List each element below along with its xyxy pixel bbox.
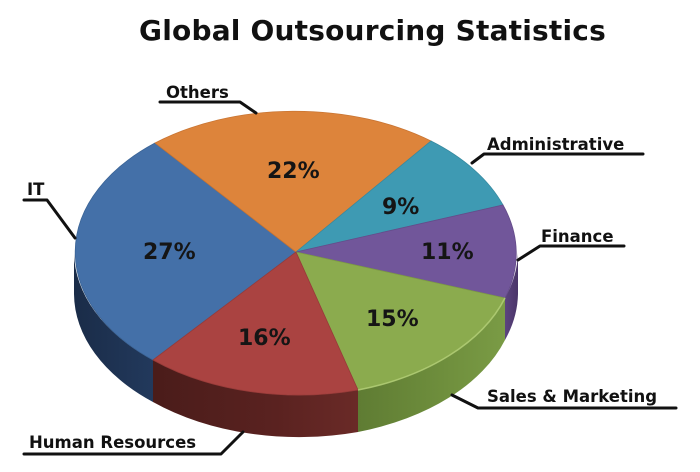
pie-top-face	[74, 110, 517, 396]
leader-line-human-resources	[22, 430, 245, 456]
leader-line-finance	[516, 244, 626, 262]
pct-label-it: 27%	[143, 240, 196, 265]
pct-label-administrative: 9%	[382, 195, 419, 220]
slice-administrative[interactable]	[295, 140, 504, 253]
category-label-it: IT	[27, 180, 45, 199]
chart-title: Global Outsourcing Statistics	[139, 14, 606, 47]
slice-side-it	[74, 252, 153, 402]
leader-line-it	[22, 198, 77, 240]
percentage-labels: 27% 22% 9% 11% 15% 16%	[143, 159, 474, 351]
pct-label-finance: 11%	[421, 240, 474, 265]
category-label-human-resources: Human Resources	[29, 433, 196, 452]
rim-highlight	[357, 297, 506, 391]
category-label-others: Others	[166, 83, 229, 102]
category-label-sales-marketing: Sales & Marketing	[487, 387, 657, 406]
pct-label-others: 22%	[267, 159, 320, 184]
pie-side-walls	[74, 252, 518, 438]
slice-side-sales-marketing	[358, 298, 505, 432]
slice-side-finance	[505, 252, 518, 340]
pct-label-human-resources: 16%	[238, 326, 291, 351]
slice-finance[interactable]	[295, 204, 517, 299]
leader-line-sales-marketing	[450, 393, 678, 410]
leader-line-administrative	[470, 152, 645, 165]
leader-line-others	[158, 100, 258, 115]
callout-lines	[22, 100, 678, 456]
slice-side-human-resources	[153, 360, 358, 438]
slice-it[interactable]	[74, 142, 297, 361]
category-label-administrative: Administrative	[487, 135, 624, 154]
slice-others[interactable]	[154, 110, 432, 253]
category-labels: IT Others Administrative Finance Sales &…	[27, 83, 657, 452]
pct-label-sales-marketing: 15%	[366, 307, 419, 332]
slice-human-resources[interactable]	[152, 251, 359, 396]
category-label-finance: Finance	[541, 227, 614, 246]
